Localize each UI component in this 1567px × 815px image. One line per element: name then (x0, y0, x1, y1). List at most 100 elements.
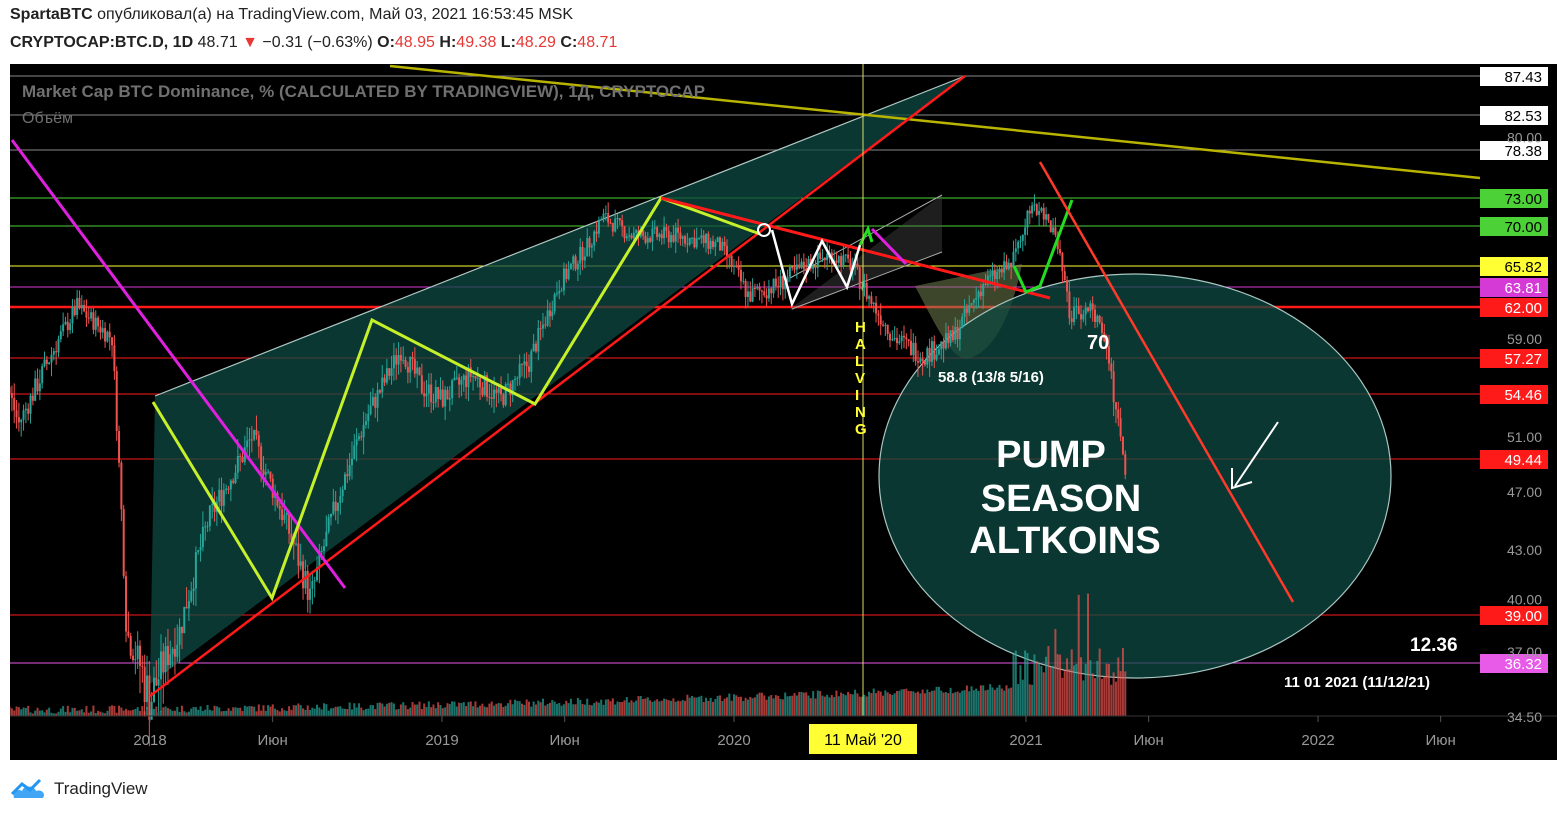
candle-body (143, 666, 146, 703)
candle-body (397, 355, 400, 365)
volume-bar (85, 706, 88, 716)
candle-body (611, 223, 614, 232)
volume-bar (20, 709, 23, 716)
volume-bar (970, 686, 973, 716)
volume-bar (469, 701, 472, 716)
volume-bar (483, 706, 486, 716)
candle-body (665, 227, 668, 231)
chart-svg[interactable]: Market Cap BTC Dominance, % (CALCULATED … (10, 64, 1557, 760)
candle-body (947, 333, 950, 343)
volume-bar (795, 695, 798, 716)
volume-bar (1040, 665, 1043, 716)
candle-body (1100, 322, 1103, 333)
volume-bar (998, 684, 1001, 716)
volume-bar (197, 709, 200, 716)
volume-bar (916, 691, 919, 716)
level-badge-text: 57.27 (1504, 351, 1542, 368)
candle-body (50, 354, 53, 363)
candle-body (52, 351, 55, 355)
candle-body (532, 343, 535, 352)
price-candles (10, 194, 1127, 747)
volume-bar (767, 696, 770, 716)
candle-body (390, 368, 393, 376)
volume-bar (367, 708, 370, 716)
y-axis[interactable]: 87.43 82.53 78.38 73.00 70.00 65.82 63.81 62.00… (1480, 67, 1548, 725)
volume-bar (434, 708, 437, 716)
volume-bar (914, 692, 917, 716)
candle-body (94, 317, 97, 330)
volume-bar (684, 700, 687, 716)
candle-body (57, 339, 60, 353)
volume-bar (979, 685, 982, 716)
candle-body (283, 515, 286, 521)
candle-body (441, 389, 444, 407)
volume-bar (1031, 684, 1034, 716)
author-name[interactable]: SpartaBTC (10, 6, 93, 23)
volume-bar (50, 712, 53, 716)
volume-bar (444, 707, 447, 716)
volume-bar (823, 696, 826, 716)
volume-bar (849, 693, 852, 716)
volume-bar (248, 706, 251, 716)
candle-body (1073, 306, 1076, 322)
candle-body (246, 440, 249, 448)
candle-body (92, 312, 95, 330)
footer-brand[interactable]: TradingView (10, 776, 148, 802)
volume-bar (809, 698, 812, 716)
candle-body (83, 305, 86, 312)
volume-bar (1000, 688, 1003, 716)
volume-bar (609, 701, 612, 716)
candle-body (55, 351, 58, 353)
chart-area[interactable]: Market Cap BTC Dominance, % (CALCULATED … (10, 64, 1557, 760)
volume-bar (975, 688, 978, 716)
volume-bar (392, 703, 395, 716)
volume-bar (1005, 685, 1008, 716)
candle-body (753, 287, 756, 289)
candle-body (1091, 303, 1094, 310)
candle-body (29, 395, 32, 414)
level-badge (1480, 106, 1548, 125)
candle-body (896, 337, 899, 344)
volume-bar (507, 703, 510, 716)
candle-body (635, 230, 638, 233)
candle-body (10, 387, 11, 394)
volume-bar (192, 706, 195, 716)
candle-body (551, 311, 554, 317)
candle-body (222, 490, 225, 506)
volume-bar (45, 709, 48, 716)
volume-bar (1068, 669, 1071, 716)
volume-bar (972, 690, 975, 716)
candle-body (62, 324, 65, 332)
candle-body (115, 371, 118, 432)
candle-body (278, 505, 281, 510)
candle-body (369, 405, 372, 415)
volume-bar (800, 691, 803, 716)
volume-bar (418, 701, 421, 716)
candle-body (1014, 248, 1017, 252)
candle-body (1063, 271, 1066, 281)
candle-body (395, 355, 398, 365)
candle-body (544, 324, 547, 326)
volume-bar (607, 699, 610, 716)
candle-body (746, 291, 749, 298)
candle-body (59, 331, 62, 340)
volume-bar (1098, 648, 1101, 716)
volume-bar (129, 710, 132, 716)
candle-body (474, 375, 477, 379)
volume-bar (325, 704, 328, 716)
close-value: 48.71 (577, 34, 618, 51)
candle-body (232, 480, 235, 483)
volume-bar (728, 693, 731, 716)
candle-body (388, 368, 391, 376)
candle-body (933, 341, 936, 360)
zigzag-wave (151, 196, 761, 602)
volume-bar (420, 708, 423, 716)
candle-body (1054, 227, 1057, 235)
volume-bar (108, 706, 111, 716)
volume-bar (290, 709, 293, 716)
volume-bar (323, 703, 326, 716)
volume-bar (474, 701, 477, 716)
volume-bar (243, 705, 246, 716)
volume-bar (339, 706, 342, 716)
candle-body (940, 341, 943, 350)
